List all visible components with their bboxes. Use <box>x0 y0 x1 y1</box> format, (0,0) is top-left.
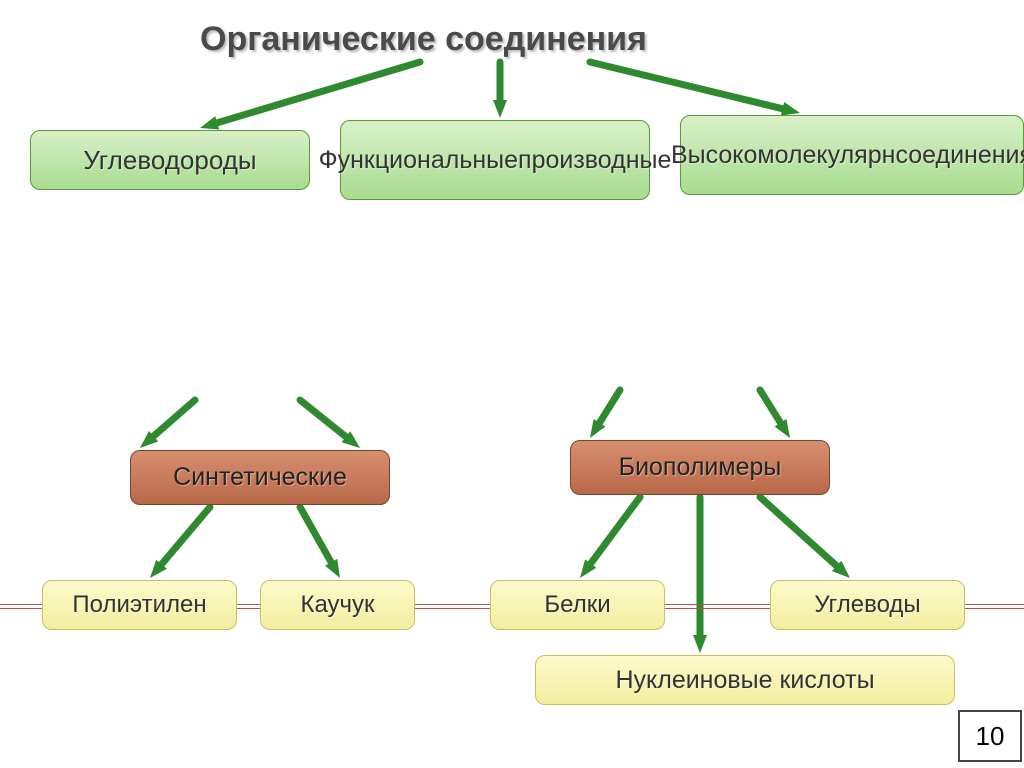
node-carb: Углеводы <box>770 580 965 630</box>
node-hydro: Углеводороды <box>30 130 310 190</box>
diagram-title: Органические соединения <box>200 20 647 59</box>
node-synth: Синтетические <box>130 450 390 505</box>
page-number: 10 <box>958 710 1022 762</box>
node-rubber: Каучук <box>260 580 415 630</box>
node-prot: Белки <box>490 580 665 630</box>
node-nucl: Нуклеиновые кислоты <box>535 655 955 705</box>
diagram-canvas: Органические соединения Углеводороды Функц… <box>0 0 1024 768</box>
node-func: Функциональныепроизводные <box>340 120 650 200</box>
node-high: Высокомолекулярнсоединения <box>680 115 1024 195</box>
node-bio: Биополимеры <box>570 440 830 495</box>
node-poly: Полиэтилен <box>42 580 237 630</box>
